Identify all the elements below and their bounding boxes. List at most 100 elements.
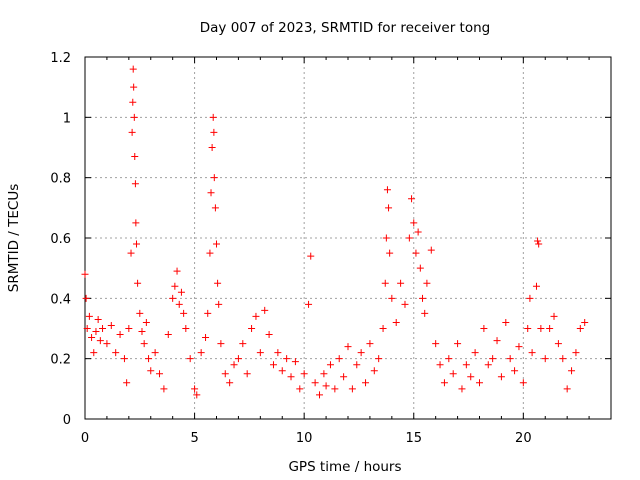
data-point — [300, 370, 308, 378]
data-point — [82, 294, 90, 302]
data-point — [296, 385, 304, 393]
data-point — [382, 234, 390, 242]
y-tick-label: 1.2 — [50, 51, 71, 66]
data-point — [156, 370, 164, 378]
data-point — [130, 113, 138, 121]
data-point — [127, 249, 135, 257]
data-point — [261, 306, 269, 314]
data-point — [397, 279, 405, 287]
data-point — [226, 379, 234, 387]
data-point — [427, 246, 435, 254]
data-point — [375, 355, 383, 363]
data-point — [480, 325, 488, 332]
data-point — [576, 325, 584, 332]
data-point — [497, 373, 505, 381]
data-point — [381, 279, 389, 287]
data-point — [164, 331, 172, 339]
data-point — [320, 370, 328, 378]
data-point — [207, 189, 215, 197]
data-point — [502, 318, 510, 326]
data-point — [526, 294, 534, 302]
data-point — [524, 325, 532, 332]
data-point — [340, 373, 348, 381]
data-point — [248, 325, 256, 332]
data-point — [256, 349, 264, 357]
data-point — [322, 382, 330, 390]
data-point — [173, 267, 181, 275]
data-point — [130, 83, 138, 91]
data-point — [92, 328, 100, 336]
data-point — [90, 349, 98, 357]
y-tick-label: 0.4 — [50, 292, 71, 307]
data-point — [278, 367, 286, 375]
data-point — [96, 337, 104, 345]
data-point — [467, 373, 475, 381]
data-point — [511, 367, 519, 375]
data-point — [193, 391, 201, 399]
data-point — [283, 355, 291, 363]
data-point — [265, 331, 273, 339]
data-point — [449, 370, 457, 378]
y-tick-label: 0.6 — [50, 232, 71, 247]
x-tick-label: 20 — [515, 431, 532, 446]
data-point — [243, 370, 251, 378]
data-point — [169, 294, 177, 302]
data-point — [546, 325, 554, 332]
data-point — [160, 385, 168, 393]
data-point — [405, 234, 413, 242]
data-point — [534, 237, 542, 245]
data-point — [458, 385, 466, 393]
data-point — [535, 240, 543, 248]
data-point — [331, 385, 339, 393]
axis-ticks — [84, 56, 611, 420]
data-point — [419, 294, 427, 302]
data-point — [572, 349, 580, 357]
data-point — [234, 355, 242, 363]
data-point — [209, 113, 217, 121]
data-point — [131, 180, 139, 188]
data-point — [191, 385, 199, 393]
y-tick-label: 0 — [63, 413, 71, 428]
data-point — [440, 379, 448, 387]
data-point — [506, 355, 514, 363]
data-point — [392, 318, 400, 326]
chart-title: Day 007 of 2023, SRMTID for receiver ton… — [200, 20, 490, 36]
data-point — [357, 349, 365, 357]
data-point — [81, 270, 89, 278]
data-point — [568, 367, 576, 375]
data-point — [274, 349, 282, 357]
data-point — [348, 385, 356, 393]
tick-labels: 0 5 10 15 20 0 0.2 0.4 0.6 0.8 1 1.2 — [50, 51, 531, 446]
data-point — [85, 312, 93, 320]
data-point — [136, 309, 144, 317]
data-point — [133, 240, 141, 248]
data-point — [213, 240, 220, 248]
x-axis-label: GPS time / hours — [288, 459, 401, 475]
data-point — [326, 361, 334, 369]
data-point — [563, 385, 571, 393]
data-point — [239, 340, 247, 348]
data-point — [269, 361, 277, 369]
data-point — [344, 343, 352, 351]
data-point — [537, 325, 545, 332]
data-point — [445, 355, 453, 363]
data-point — [151, 349, 159, 357]
data-point — [175, 300, 183, 308]
data-point — [147, 367, 155, 375]
x-tick-label: 10 — [296, 431, 313, 446]
data-point — [421, 309, 429, 317]
data-point — [550, 312, 558, 320]
data-point — [210, 174, 218, 182]
data-point — [107, 321, 115, 329]
data-point — [528, 349, 536, 357]
data-point — [230, 361, 238, 369]
x-tick-label: 5 — [190, 431, 198, 446]
data-point — [370, 367, 378, 375]
data-point — [142, 318, 150, 326]
data-point — [145, 355, 153, 363]
grid-lines — [85, 57, 611, 419]
data-point — [386, 249, 394, 257]
x-tick-label: 0 — [81, 431, 89, 446]
data-point — [217, 340, 225, 348]
